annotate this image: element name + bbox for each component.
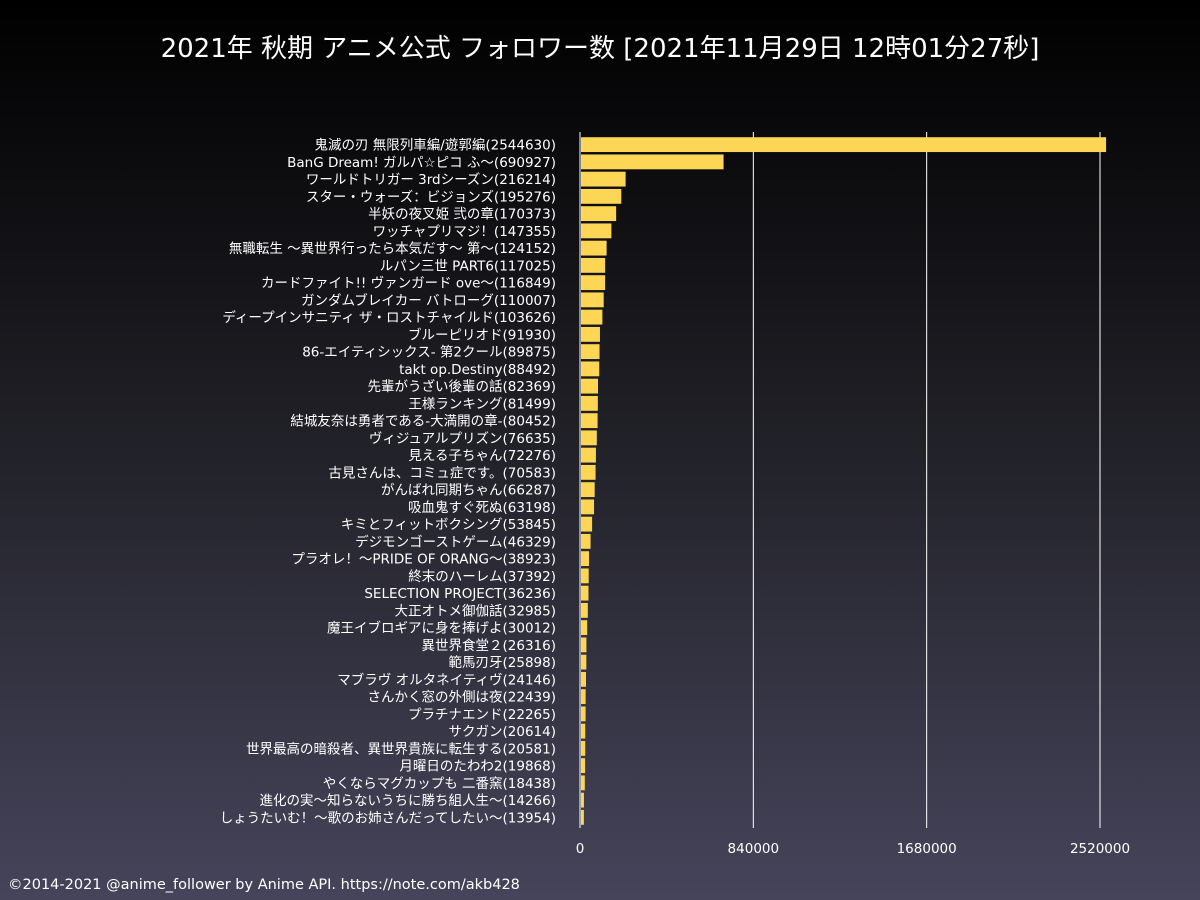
category-labels: 鬼滅の刃 無限列車編/遊郭編(2544630)BanG Dream! ガルパ☆ピ… [220,137,556,827]
bar [581,740,586,756]
bar [581,188,622,204]
category-label: 月曜日のたわわ2(19868) [399,759,556,775]
bar [581,206,617,222]
bar [581,275,606,291]
category-label: BanG Dream! ガルパ☆ピコ ふ〜(690927) [287,155,556,171]
category-label: ブルーピリオド(91930) [408,326,556,343]
category-label: プラオレ！〜PRIDE OF ORANG〜(38923) [291,552,556,568]
category-label: がんばれ同期ちゃん(66287) [381,483,556,499]
bar [581,361,600,377]
bar [581,464,596,480]
category-label: 先輩がうざい後輩の話(82369) [368,378,556,395]
bar [581,568,589,584]
bar [581,499,595,515]
bar [581,447,596,463]
grid-lines [579,132,1101,828]
category-label: 異世界食堂２(26316) [422,637,556,654]
category-label: やくならマグカップも 二番窯(18438) [323,775,556,792]
category-label: 大正オトメ御伽話(32985) [395,602,556,619]
x-tick-label: 2520000 [1070,841,1130,857]
category-label: さんかく窓の外側は夜(22439) [368,689,556,706]
category-label: 見える子ちゃん(72276) [408,448,556,464]
category-label: SELECTION PROJECT(36236) [364,586,556,602]
bar [581,430,597,446]
category-label: デジモンゴーストゲーム(46329) [355,533,556,550]
bar [581,482,595,498]
bar [581,137,1107,153]
category-label: ワッチャプリマジ！(147355) [373,224,556,240]
category-label: ワールドトリガー 3rdシーズン(216214) [306,172,556,188]
category-label: takt op.Destiny(88492) [399,362,556,378]
category-label: 半妖の夜叉姫 弐の章(170373) [368,206,556,223]
bar [581,154,724,170]
category-label: 魔王イブロギアに身を捧げよ(30012) [327,620,556,637]
copyright-footer: ©2014-2021 @anime_follower by Anime API.… [8,877,520,893]
x-tick-label: 0 [576,841,585,857]
category-label: 世界最高の暗殺者、異世界貴族に転生する(20581) [246,740,556,757]
bar [581,413,598,429]
bar [581,671,586,687]
bars [581,137,1107,825]
category-label: 結城友奈は勇者である-大満開の章-(80452) [290,413,556,430]
bar [581,723,586,739]
bar [581,620,588,636]
category-label: 無職転生 〜異世界行ったら本気だす〜 第〜(124152) [229,240,556,257]
x-axis-ticks: 0 840000 1680000 2520000 [576,841,1130,857]
category-label: キミとフィットボクシング(53845) [341,517,556,533]
category-label: しょうたいむ！〜歌のお姉さんだってしたい〜(13954) [220,810,556,826]
category-label: ルパン三世 PART6(117025) [380,258,556,274]
category-label: ヴィジュアルプリズン(76635) [369,430,556,447]
category-label: ディープインサニティ ザ・ロストチャイルド(103626) [222,309,556,326]
bar [581,654,587,670]
bar [581,326,600,342]
category-label: スター・ウォーズ：ビジョンズ(195276) [306,189,556,205]
bar [581,689,586,705]
bar [581,309,603,325]
bar [581,792,584,808]
bar [581,395,598,411]
bar [581,809,584,825]
bar [581,637,587,653]
bar [581,292,604,308]
category-label: プラチナエンド(22265) [408,707,556,723]
bar [581,344,600,360]
bar [581,585,589,601]
chart-title: 2021年 秋期 アニメ公式 フォロワー数 [2021年11月29日 12時01… [160,34,1040,64]
bar [581,758,586,774]
category-label: 86-エイティシックス- 第2クール(89875) [302,344,556,361]
bar [581,775,585,791]
category-label: 鬼滅の刃 無限列車編/遊郭編(2544630) [315,137,557,154]
category-label: 王様ランキング(81499) [408,396,556,412]
category-label: サクガン(20614) [449,724,556,740]
bar [581,257,606,273]
category-label: 進化の実〜知らないうちに勝ち組人生〜(14266) [260,792,556,809]
bar [581,516,593,532]
x-tick-label: 840000 [728,841,780,857]
bar [581,240,607,256]
category-label: ガンダムブレイカー バトローグ(110007) [301,292,556,309]
category-label: 古見さんは、コミュ症です。(70583) [328,465,556,481]
bar [581,706,586,722]
bar [581,533,591,549]
category-label: 範馬刃牙(25898) [449,655,556,671]
category-label: マブラヴ オルタネイティヴ(24146) [337,671,556,688]
x-tick-label: 1680000 [897,841,957,857]
category-label: カードファイト!! ヴァンガード ove〜(116849) [261,275,556,292]
bar [581,223,612,239]
bar [581,378,598,394]
category-label: 終末のハーレム(37392) [408,569,556,585]
bar [581,171,626,187]
bar [581,602,588,618]
bar [581,551,590,567]
category-label: 吸血鬼すぐ死ぬ(63198) [408,500,556,516]
